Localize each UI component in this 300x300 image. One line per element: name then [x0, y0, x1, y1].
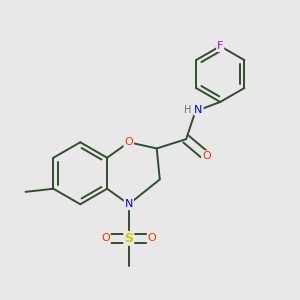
- Text: F: F: [217, 41, 224, 51]
- Text: N: N: [124, 199, 133, 209]
- Text: O: O: [101, 233, 110, 243]
- Text: O: O: [148, 233, 156, 243]
- Text: O: O: [202, 151, 211, 161]
- Text: O: O: [124, 137, 133, 147]
- Text: H: H: [184, 105, 191, 115]
- Text: S: S: [124, 232, 133, 245]
- Text: N: N: [194, 105, 203, 115]
